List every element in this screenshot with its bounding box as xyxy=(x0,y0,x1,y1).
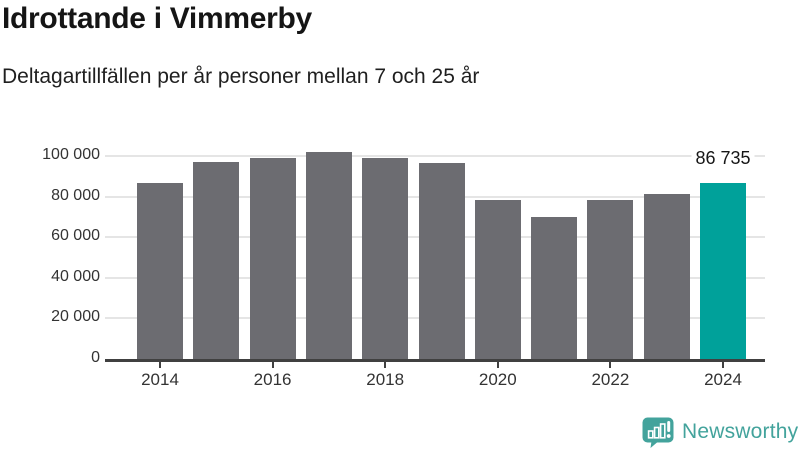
chart-title: Idrottande i Vimmerby xyxy=(2,2,312,35)
y-axis-tick-label: 0 xyxy=(91,349,100,366)
logo-bar-medium xyxy=(653,426,660,439)
logo-exclamation-dot xyxy=(666,434,671,438)
y-axis-tick-label: 60 000 xyxy=(51,227,100,245)
bar-2022 xyxy=(587,200,634,359)
x-axis-tick-label: 2016 xyxy=(253,370,292,389)
y-axis-tick-label: 40 000 xyxy=(51,267,100,285)
bar-2016 xyxy=(249,158,296,359)
x-axis-tick xyxy=(496,362,499,368)
x-axis-tick xyxy=(722,362,724,368)
bar-2018 xyxy=(362,158,409,359)
plot-area: 86 735 0 20 000 40 000 60 000 80 000 100 000 2… xyxy=(42,140,765,389)
logo-bar-small xyxy=(647,430,654,439)
y-axis-tick-label: 80 000 xyxy=(51,186,100,204)
brand-name: Newsworthy xyxy=(682,420,799,443)
bar-2024 xyxy=(700,182,746,359)
x-axis-tick-label: 2020 xyxy=(478,370,517,389)
x-axis-tick-label: 2022 xyxy=(591,370,630,389)
y-axis-tick-label: 20 000 xyxy=(51,308,100,326)
gridline xyxy=(105,155,765,157)
logo-bar-large xyxy=(659,423,666,439)
x-axis-tick-label: 2024 xyxy=(704,370,742,389)
bar-2015 xyxy=(193,161,240,359)
newsworthy-logo-icon xyxy=(642,417,674,448)
logo-exclamation-stem xyxy=(667,421,671,432)
bar-2019 xyxy=(418,163,465,359)
bar-2021 xyxy=(531,216,578,359)
y-axis-tick-label: 100 000 xyxy=(42,146,100,163)
x-axis-tick xyxy=(384,362,387,368)
bar-2020 xyxy=(474,200,521,359)
chart-subtitle: Deltagartillfällen per år personer mella… xyxy=(2,65,480,88)
bar-2017 xyxy=(305,151,352,359)
bar-2023 xyxy=(643,194,690,359)
x-axis-tick xyxy=(159,362,161,368)
x-axis-tick xyxy=(271,362,274,368)
highlight-value-label: 86 735 xyxy=(691,147,755,168)
logo-bubble xyxy=(642,417,674,448)
bar-2014 xyxy=(137,183,183,359)
x-axis-tick-label: 2018 xyxy=(366,370,405,389)
x-axis-tick-label: 2014 xyxy=(141,370,179,389)
newsworthy-brand-link[interactable]: Newsworthy xyxy=(641,415,798,449)
x-axis-tick xyxy=(609,362,612,368)
x-axis-line xyxy=(105,359,765,362)
